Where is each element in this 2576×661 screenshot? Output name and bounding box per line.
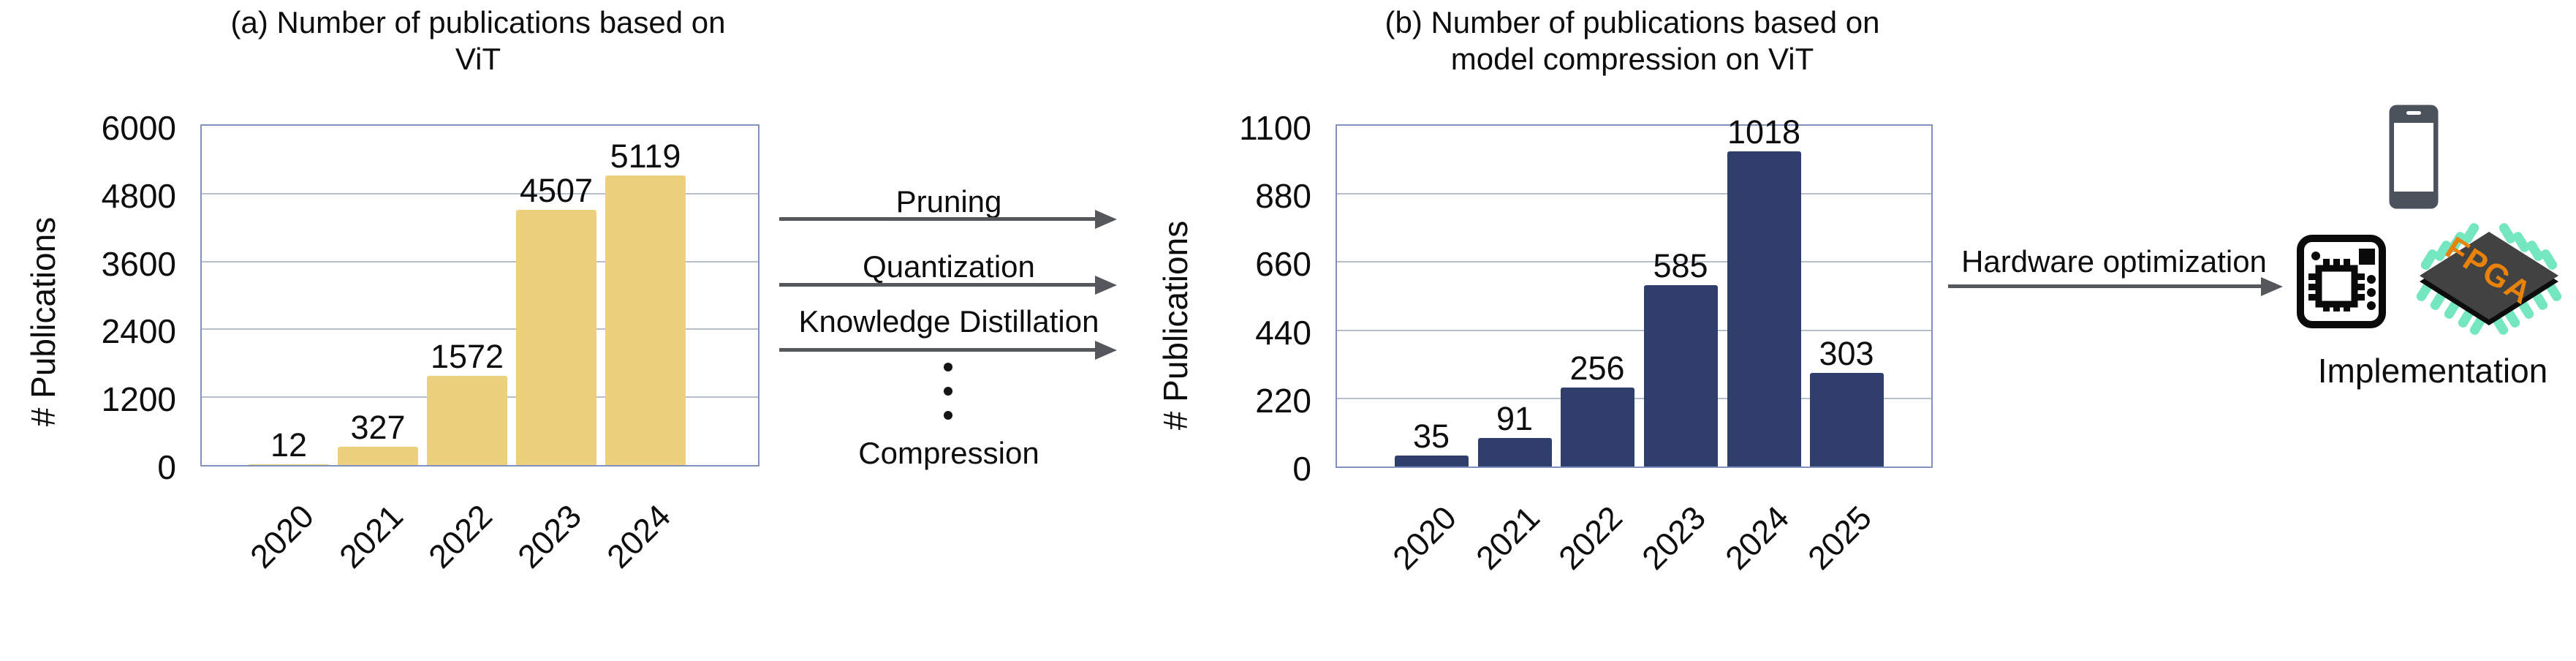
gridline-2400 [202,328,758,330]
y-tick-1100: 1100 [1239,109,1311,147]
chip-icon [2296,234,2387,329]
value-label-2022: 1572 [430,338,504,375]
pruning-label: Pruning [895,184,1002,219]
hardware-optimization-label: Hardware optimization [1961,244,2267,279]
gridline-3600 [202,260,758,262]
ellipsis-dot [944,363,952,371]
value-label-2020: 12 [270,426,308,464]
knowledge-distillation-arrow-head [1095,341,1117,360]
panel-b-plot: 0 220 440 660 880 1100 35 2020 91 2021 256 2022 585 2… [1239,109,1933,577]
y-tick-220: 220 [1255,381,1311,420]
y-tick-440: 440 [1255,313,1311,352]
smartphone-icon [2388,104,2439,210]
quantization-arrow-line [779,283,1095,287]
value-label-2024: 5119 [610,137,681,175]
y-tick-3600: 3600 [101,244,176,283]
y-tick-0: 0 [1292,450,1311,488]
pruning-arrow-line [779,217,1095,221]
value-label-2023: 585 [1653,247,1708,284]
ellipsis-dot [944,411,952,420]
y-tick-1200: 1200 [101,380,176,419]
bar-2024 [605,175,686,465]
value-label-2021: 91 [1496,400,1534,437]
knowledge-distillation-arrow-line [779,348,1095,352]
implementation-label: Implementation [2317,352,2548,390]
bar-2023 [516,210,596,465]
panel-a-plot: 0 1200 2400 3600 4800 6000 12 2020 327 2021 1572 20… [102,109,759,575]
value-label-2020: 35 [1412,418,1450,455]
bar-2024 [1727,151,1801,467]
bar-2022 [427,376,507,465]
y-tick-880: 880 [1255,177,1311,216]
gridline-440 [1337,329,1931,331]
bar-2020 [1394,456,1469,467]
hardware-arrow-head [2261,277,2283,296]
y-tick-2400: 2400 [101,312,176,351]
bar-2020 [249,464,329,465]
gridline-660 [1337,261,1931,263]
y-tick-0: 0 [157,448,176,486]
gridline-880 [1337,193,1931,195]
hardware-arrow-line [1948,284,2261,288]
bar-2021 [338,447,418,465]
panel-b-title: (b) Number of publications based on mode… [1340,4,1925,78]
compression-label: Compression [858,436,1039,470]
value-label-2024: 1018 [1727,113,1801,151]
fpga-icon: FPGA [2412,216,2569,347]
bar-2023 [1643,285,1718,467]
value-label-2021: 327 [350,409,406,446]
panel-a-title-line1: (a) Number of publications based on [230,5,726,39]
y-tick-660: 660 [1255,245,1311,284]
pruning-arrow-head [1095,210,1117,229]
panel-a-title-line2: ViT [455,42,501,76]
gridline-220 [1337,397,1931,399]
value-label-2023: 4507 [519,172,594,209]
value-label-2025: 303 [1819,335,1874,372]
bar-2025 [1809,373,1884,467]
panel-a-title: (a) Number of publications based on ViT [186,4,770,78]
knowledge-distillation-label: Knowledge Distillation [798,304,1099,339]
y-tick-6000: 6000 [101,109,176,147]
gridline-4800 [202,192,758,194]
panel-b-title-line2: model compression on ViT [1450,42,1814,76]
panel-b-title-line1: (b) Number of publications based on [1384,5,1880,39]
bar-2022 [1560,388,1634,467]
bar-2021 [1477,438,1552,467]
y-tick-4800: 4800 [101,176,176,215]
ellipsis-dot [944,387,952,396]
quantization-label: Quantization [863,249,1035,284]
quantization-arrow-head [1095,276,1117,295]
value-label-2022: 256 [1569,350,1625,387]
